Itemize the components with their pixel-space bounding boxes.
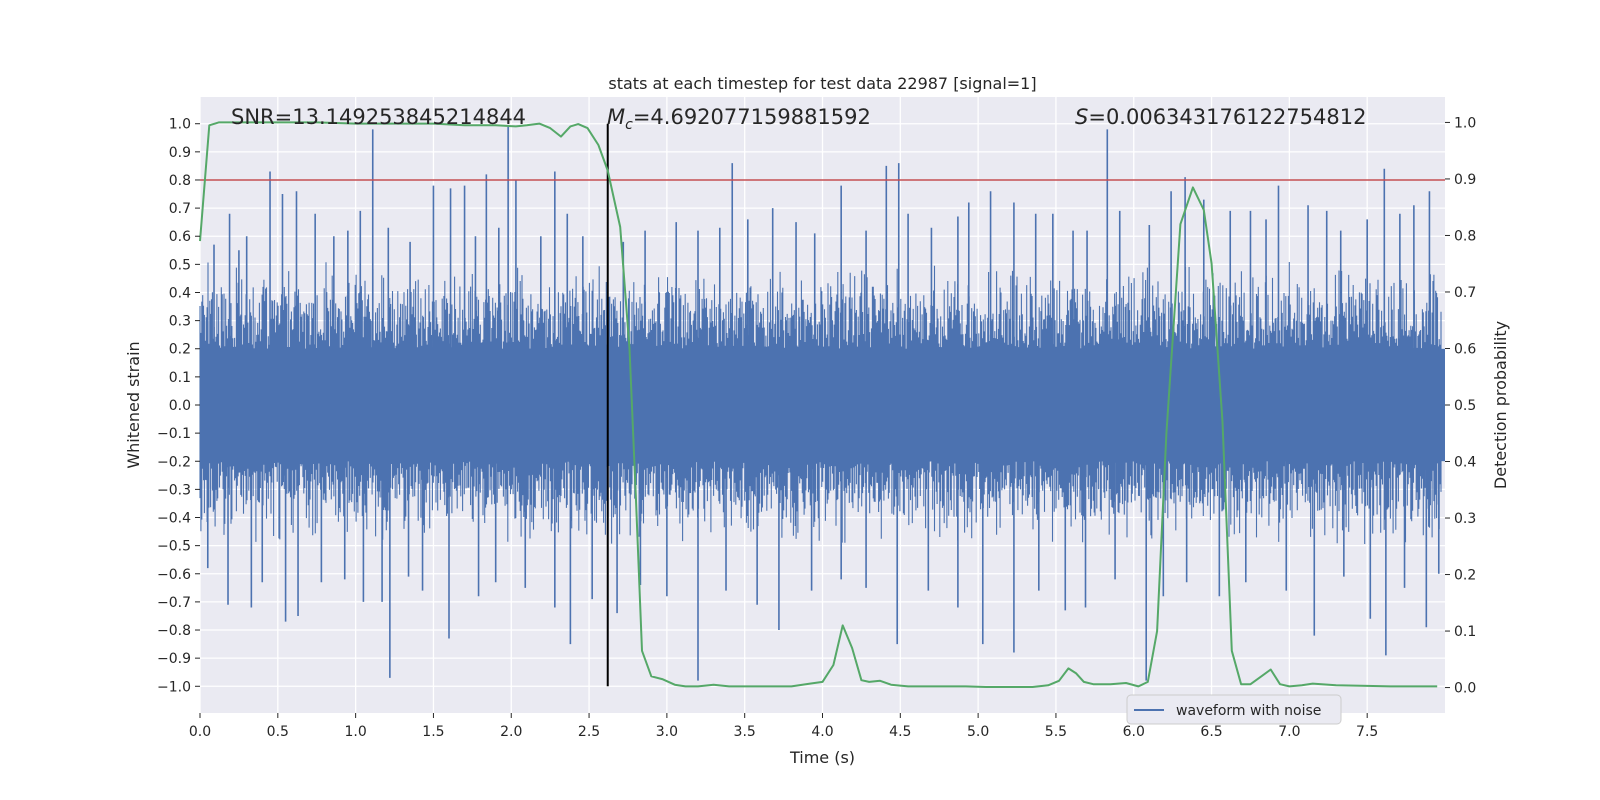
x-tick-label: 6.5 [1200, 724, 1222, 740]
detection-probability-line [199, 121, 1438, 688]
s-annotation: S=0.006343176122754812 [1075, 105, 1366, 129]
s-value: =0.006343176122754812 [1088, 105, 1366, 129]
y-right-tick-label: 0.8 [1454, 228, 1476, 244]
chirp-mass-value: =4.692077159881592 [633, 105, 871, 129]
y-right-tick-label: 0.1 [1454, 624, 1476, 640]
x-tick-label: 5.5 [1045, 724, 1067, 740]
y-right-tick-label: 0.9 [1454, 172, 1476, 188]
y-tick-label: 0.9 [169, 145, 191, 161]
x-tick-label: 6.0 [1123, 724, 1145, 740]
legend-box [1126, 694, 1342, 725]
y-tick-label: −1.0 [157, 679, 191, 695]
y-tick-label: 0.5 [169, 257, 191, 273]
chart-title: stats at each timestep for test data 229… [608, 74, 1036, 93]
x-tick-label: 7.5 [1356, 724, 1378, 740]
x-tick-label: 0.0 [189, 724, 211, 740]
x-tick-label: 0.5 [267, 724, 289, 740]
y-axis-right-label: Detection probability [1491, 321, 1510, 489]
x-tick-label: 4.0 [811, 724, 833, 740]
y-right-tick-label: 0.5 [1454, 398, 1476, 414]
y-right-tick-label: 0.3 [1454, 511, 1476, 527]
x-tick-label: 1.0 [344, 724, 366, 740]
y-right-tick-label: 1.0 [1454, 115, 1476, 131]
y-right-tick-label: 0.4 [1454, 455, 1476, 471]
x-tick-label: 1.5 [422, 724, 444, 740]
x-tick-label: 5.0 [967, 724, 989, 740]
y-tick-label: −0.4 [157, 511, 191, 527]
y-tick-label: −0.7 [157, 595, 191, 611]
x-tick-label: 7.0 [1278, 724, 1300, 740]
y-tick-label: −0.2 [157, 454, 191, 470]
chirp-mass-annotation: Mc=4.692077159881592 [607, 105, 871, 133]
y-right-tick-label: 0.0 [1454, 681, 1476, 697]
legend: waveform with noise [1126, 694, 1342, 725]
y-tick-label: −0.5 [157, 539, 191, 555]
legend-label-waveform: waveform with noise [1176, 703, 1321, 719]
y-tick-label: −0.8 [157, 623, 191, 639]
y-right-tick-label: 0.7 [1454, 285, 1476, 301]
x-tick-label: 3.0 [656, 724, 678, 740]
y-tick-label: −0.3 [157, 482, 191, 498]
axis-ticks: 0.0 0.5 1.0 1.5 2.0 2.5 3.0 3.5 4.0 4.5 5.0 5.5 6.0 6… [157, 115, 1476, 740]
y-tick-label: −0.1 [157, 426, 191, 442]
y-right-tick-label: 0.2 [1454, 568, 1476, 584]
y-tick-label: −0.6 [157, 567, 191, 583]
y-tick-label: 0.2 [169, 342, 191, 358]
s-symbol: S [1075, 105, 1088, 129]
y-tick-label: 0.4 [169, 285, 191, 301]
chirp-mass-symbol: M [607, 105, 625, 129]
y-axis-label: Whitened strain [124, 341, 143, 468]
snr-annotation: SNR=13.149253845214844 [231, 105, 526, 129]
y-tick-label: 0.8 [169, 173, 191, 189]
x-tick-label: 3.5 [734, 724, 756, 740]
y-tick-label: 0.1 [169, 370, 191, 386]
y-tick-label: 0.7 [169, 201, 191, 217]
chirp-mass-subscript: c [625, 117, 633, 133]
y-tick-label: 0.0 [169, 398, 191, 414]
x-tick-label: 4.5 [889, 724, 911, 740]
y-tick-label: 1.0 [169, 117, 191, 133]
waveform-series [199, 126, 1445, 681]
y-tick-label: 0.3 [169, 314, 191, 330]
y-tick-label: 0.6 [169, 229, 191, 245]
y-right-tick-label: 0.6 [1454, 341, 1476, 357]
x-axis-label: Time (s) [789, 748, 855, 767]
x-tick-label: 2.0 [500, 724, 522, 740]
y-tick-label: −0.9 [157, 651, 191, 667]
x-tick-label: 2.5 [578, 724, 600, 740]
